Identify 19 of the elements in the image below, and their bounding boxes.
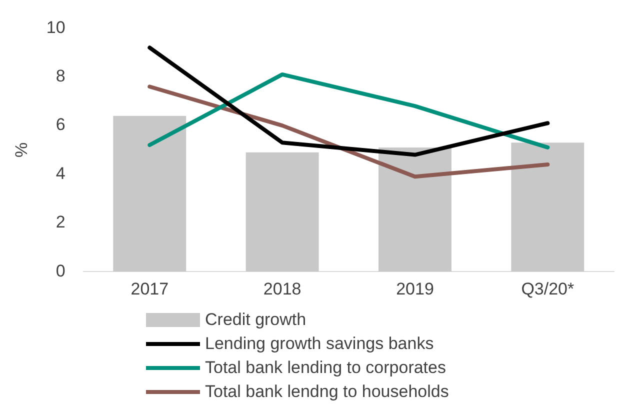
x-tick-label: Q3/20* <box>521 279 575 298</box>
y-tick-label: 0 <box>56 261 66 280</box>
y-tick-label: 10 <box>46 18 66 37</box>
x-tick-label: 2017 <box>130 279 169 298</box>
bar <box>113 116 186 272</box>
bar <box>378 147 452 272</box>
legend-label: Total bank lendng to households <box>205 382 449 402</box>
y-tick-label: 6 <box>56 115 66 134</box>
y-tick-label: 4 <box>56 164 66 183</box>
y-tick-label: 2 <box>56 212 66 232</box>
x-tick-label: 2019 <box>396 279 434 298</box>
x-tick-label: 2018 <box>263 279 302 298</box>
legend-label: Lending growth savings banks <box>205 334 434 354</box>
y-tick-label: 8 <box>56 66 66 86</box>
y-axis-title: % <box>12 142 31 158</box>
bar <box>246 152 319 272</box>
bar <box>511 142 584 272</box>
legend-label: Credit growth <box>205 310 306 330</box>
legend-label: Total bank lending to corporates <box>205 358 446 378</box>
